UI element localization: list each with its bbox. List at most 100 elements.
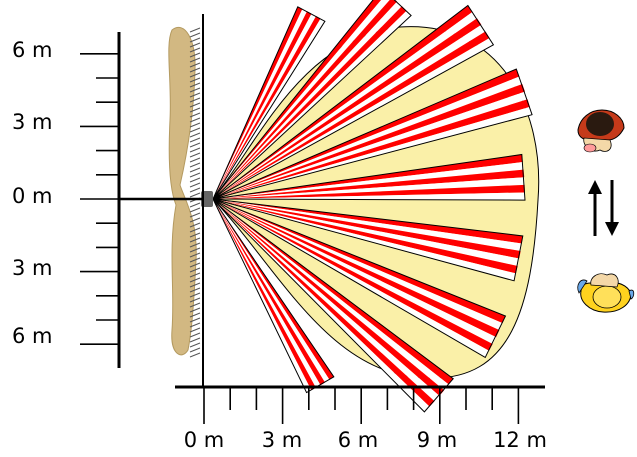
beam-stripe xyxy=(213,199,506,324)
wall-hatch-line xyxy=(189,112,201,118)
wall-hatch-line xyxy=(189,212,201,218)
wall-hatch-line xyxy=(189,87,201,93)
wall-hatch-line xyxy=(189,132,201,138)
x-tick-label-6: 6 m xyxy=(337,428,379,452)
y-tick-label-3-bottom: 3 m xyxy=(12,256,53,280)
beam-stripe xyxy=(213,91,528,199)
person-top-view-icon xyxy=(577,273,635,313)
detection-beam xyxy=(212,198,524,282)
beam-stripe xyxy=(213,177,525,199)
beam-stripe xyxy=(213,199,503,331)
up-down-arrows-icon xyxy=(588,180,619,236)
beam-stripe xyxy=(213,11,312,199)
wall-hatch-line xyxy=(189,117,201,123)
wall-hatch-line xyxy=(189,127,201,133)
wall-hatch-line xyxy=(189,107,201,113)
beam-outline xyxy=(212,198,507,359)
beam-stripe xyxy=(213,199,497,344)
beam-stripe xyxy=(213,199,500,338)
beam-stripe xyxy=(213,38,494,200)
beam-stripe xyxy=(213,106,533,199)
detection-beam xyxy=(212,6,326,200)
wall-hatch-line xyxy=(189,102,201,108)
wall-hatch-line xyxy=(189,347,201,353)
wall-hatch-line xyxy=(189,342,201,348)
beam-stripe xyxy=(213,199,445,396)
wall-hatch-line xyxy=(189,257,201,263)
detection-beam xyxy=(212,153,526,201)
wall-hatch-line xyxy=(189,252,201,258)
wall-hatch-line xyxy=(189,162,201,168)
wall-hatch-line xyxy=(189,57,201,63)
beam-stripe xyxy=(213,10,412,199)
wall-hatch-line xyxy=(189,152,201,158)
wall-hatch-line xyxy=(189,47,201,53)
beam-stripe xyxy=(213,199,435,407)
beam-stripe xyxy=(213,1,402,200)
wall-hatch-line xyxy=(189,67,201,73)
detection-beam xyxy=(212,198,507,359)
beam-stripe xyxy=(213,169,525,199)
wall-hatch-line xyxy=(189,32,201,38)
beam-stripe xyxy=(213,199,518,274)
beam-stripe xyxy=(213,6,407,199)
wall-hatch-line xyxy=(189,62,201,68)
wall-hatch-line xyxy=(189,77,201,83)
detection-beam xyxy=(212,198,335,394)
wall-hatch-line xyxy=(189,312,201,318)
beam-stripe xyxy=(213,184,525,199)
wall-hatch-line xyxy=(189,302,201,308)
beam-stripe xyxy=(213,199,440,402)
wall-hatch-line xyxy=(189,52,201,58)
wall-hatch-line xyxy=(189,232,201,238)
wall-hatch-line xyxy=(189,42,201,48)
wall-hatch-line xyxy=(189,37,201,43)
wall-hatch-line xyxy=(189,177,201,183)
wall-hatch-line xyxy=(189,272,201,278)
beam-stripe xyxy=(213,13,317,199)
beam-outline xyxy=(212,0,412,200)
beam-stripe xyxy=(213,16,321,199)
beam-stripe xyxy=(213,5,473,199)
wall-hatch-line xyxy=(189,282,201,288)
detection-beam xyxy=(212,68,533,200)
beam-stripe xyxy=(213,199,330,383)
wall-hatch-line xyxy=(189,217,201,223)
beam-stripe xyxy=(213,199,326,386)
detection-beam xyxy=(212,0,412,200)
wall-hatch-line xyxy=(189,322,201,328)
wall-hatch-line xyxy=(189,182,201,188)
beam-stripe xyxy=(213,0,398,199)
wall-hatch-line xyxy=(189,157,201,163)
beam-stripe xyxy=(213,199,312,393)
beam-stripe xyxy=(213,199,449,391)
beam-outline xyxy=(212,6,326,200)
wall-hatch-line xyxy=(189,292,201,298)
wall-hatch-line xyxy=(189,352,201,358)
x-axis xyxy=(175,385,545,424)
wall-hatch-line xyxy=(189,72,201,78)
wall-hatch-line xyxy=(189,97,201,103)
y-tick-label-6-bottom: 6 m xyxy=(12,324,53,348)
wall-hatch-line xyxy=(189,277,201,283)
beam-stripe xyxy=(213,199,521,259)
beam-outline xyxy=(212,198,524,282)
x-tick-label-0: 0 m xyxy=(183,428,225,452)
beam-stripe xyxy=(213,31,490,200)
wall-hatch-line xyxy=(189,317,201,323)
wall-hatch-line xyxy=(189,147,201,153)
wall-hatch-line xyxy=(189,297,201,303)
wall-hatch-line xyxy=(189,332,201,338)
wall-hatch-line xyxy=(189,142,201,148)
wall-hatch-line xyxy=(189,192,201,198)
wall-hatch-line xyxy=(189,267,201,273)
wall-hatch-line xyxy=(189,82,201,88)
beam-stripe xyxy=(213,162,524,199)
beam-stripe xyxy=(213,83,526,199)
wall-hatch-line xyxy=(189,207,201,213)
wall-hatch-line xyxy=(189,237,201,243)
wall-hatch-line xyxy=(189,222,201,228)
wall-hatch-line xyxy=(189,172,201,178)
beam-stripe xyxy=(213,199,454,385)
beam-stripe xyxy=(213,199,430,412)
